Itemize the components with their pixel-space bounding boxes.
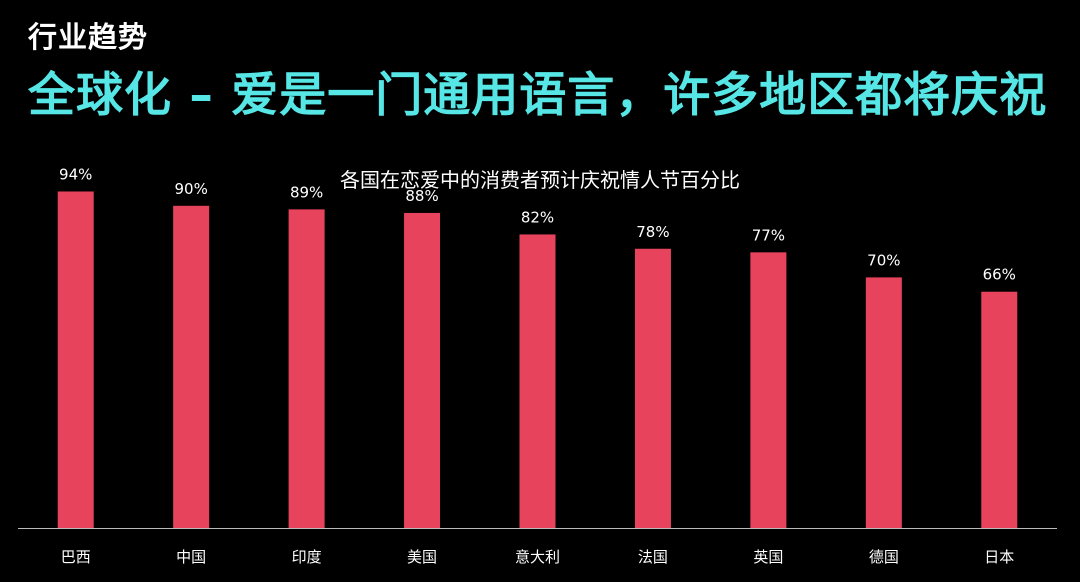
x-tick-label: 日本: [984, 548, 1014, 566]
section-label: 行业趋势: [28, 20, 149, 54]
data-labels: 94% 90% 89% 88% 82% 78% 77% 70% 66%: [59, 165, 1016, 283]
category-labels: 巴西 中国 印度 美国 意大利 法国 英国 德国 日本: [61, 548, 1015, 566]
bar: [634, 248, 671, 528]
bar: [750, 252, 787, 528]
x-tick-label: 意大利: [515, 548, 560, 566]
x-tick-label: 美国: [407, 548, 437, 566]
bar-value-label: 77%: [752, 226, 785, 244]
bar-value-label: 70%: [867, 251, 900, 269]
bar-value-label: 66%: [983, 266, 1016, 284]
x-tick-label: 法国: [638, 548, 668, 566]
page-headline: 全球化 – 爱是一门通用语言，许多地区都将庆祝: [28, 68, 1048, 123]
bar: [57, 191, 94, 529]
bar-value-label: 94%: [59, 165, 92, 183]
x-tick-label: 印度: [292, 548, 322, 566]
bar-value-label: 88%: [405, 187, 438, 205]
x-tick-label: 巴西: [61, 548, 91, 566]
bar: [519, 234, 556, 528]
x-tick-label: 英国: [753, 548, 783, 566]
bar: [173, 205, 210, 529]
bar-value-label: 82%: [521, 208, 554, 226]
x-tick-label: 中国: [176, 548, 206, 566]
bar: [865, 277, 902, 528]
bar: [981, 291, 1018, 528]
x-tick-label: 德国: [869, 548, 899, 566]
bar-value-label: 78%: [636, 223, 669, 241]
bar: [288, 209, 325, 528]
bar-value-label: 89%: [290, 183, 323, 201]
bar-value-label: 90%: [174, 180, 207, 198]
bar-series: [57, 191, 1018, 529]
bar: [404, 212, 441, 528]
chart-title: 各国在恋爱中的消费者预计庆祝情人节百分比: [340, 168, 740, 192]
